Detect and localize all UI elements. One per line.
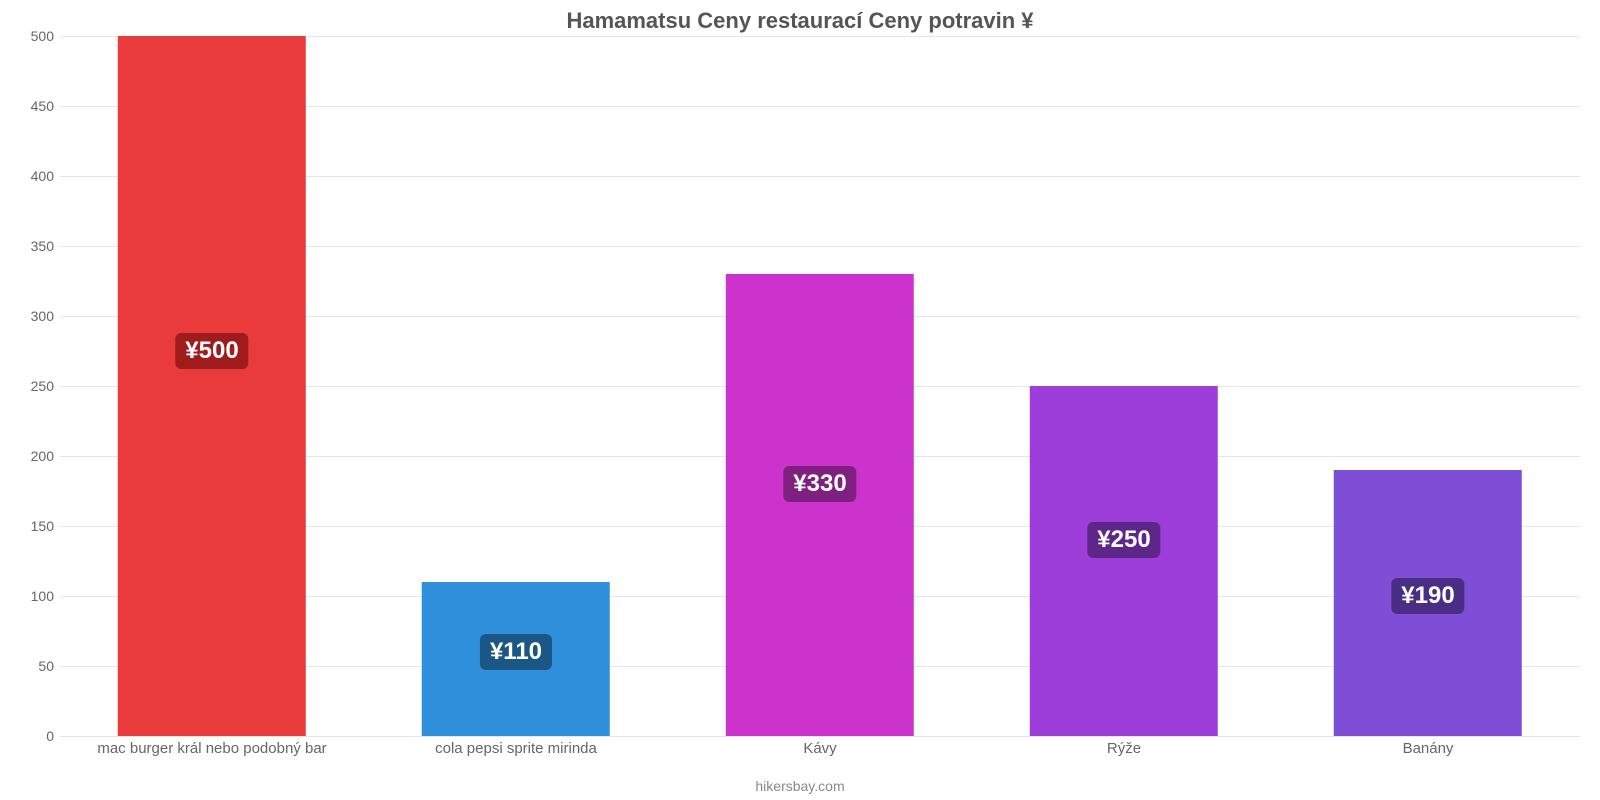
value-badge: ¥110 <box>480 634 552 670</box>
y-tick-label: 350 <box>31 238 60 254</box>
y-tick-label: 400 <box>31 168 60 184</box>
x-axis-label: cola pepsi sprite mirinda <box>364 740 668 757</box>
bar-columns: ¥500 ¥110 ¥330 ¥250 ¥190 <box>60 36 1580 736</box>
bar-column: ¥330 <box>668 36 972 736</box>
grid-line <box>60 736 1580 737</box>
bar-column: ¥500 <box>60 36 364 736</box>
value-badge: ¥330 <box>783 466 856 502</box>
x-axis-label: Rýže <box>972 740 1276 757</box>
bar-column: ¥110 <box>364 36 668 736</box>
y-tick-label: 500 <box>31 28 60 44</box>
value-badge: ¥500 <box>175 333 248 369</box>
bar-column: ¥250 <box>972 36 1276 736</box>
y-tick-label: 150 <box>31 518 60 534</box>
attribution-text: hikersbay.com <box>0 778 1600 794</box>
x-axis-label: Banány <box>1276 740 1580 757</box>
bar-column: ¥190 <box>1276 36 1580 736</box>
price-bar-chart: Hamamatsu Ceny restaurací Ceny potravin … <box>0 0 1600 800</box>
chart-title: Hamamatsu Ceny restaurací Ceny potravin … <box>0 8 1600 34</box>
y-tick-label: 50 <box>38 658 60 674</box>
x-axis-labels: mac burger král nebo podobný barcola pep… <box>60 740 1580 757</box>
y-tick-label: 250 <box>31 378 60 394</box>
x-axis-label: mac burger král nebo podobný bar <box>60 740 364 757</box>
y-tick-label: 300 <box>31 308 60 324</box>
value-badge: ¥190 <box>1391 578 1464 614</box>
bar <box>118 36 306 736</box>
y-tick-label: 450 <box>31 98 60 114</box>
x-axis-label: Kávy <box>668 740 972 757</box>
y-tick-label: 0 <box>46 728 60 744</box>
value-badge: ¥250 <box>1087 522 1160 558</box>
bar <box>1030 386 1218 736</box>
y-tick-label: 100 <box>31 588 60 604</box>
plot-area: 050100150200250300350400450500 ¥500¥110¥… <box>60 36 1580 736</box>
bar <box>726 274 914 736</box>
y-tick-label: 200 <box>31 448 60 464</box>
